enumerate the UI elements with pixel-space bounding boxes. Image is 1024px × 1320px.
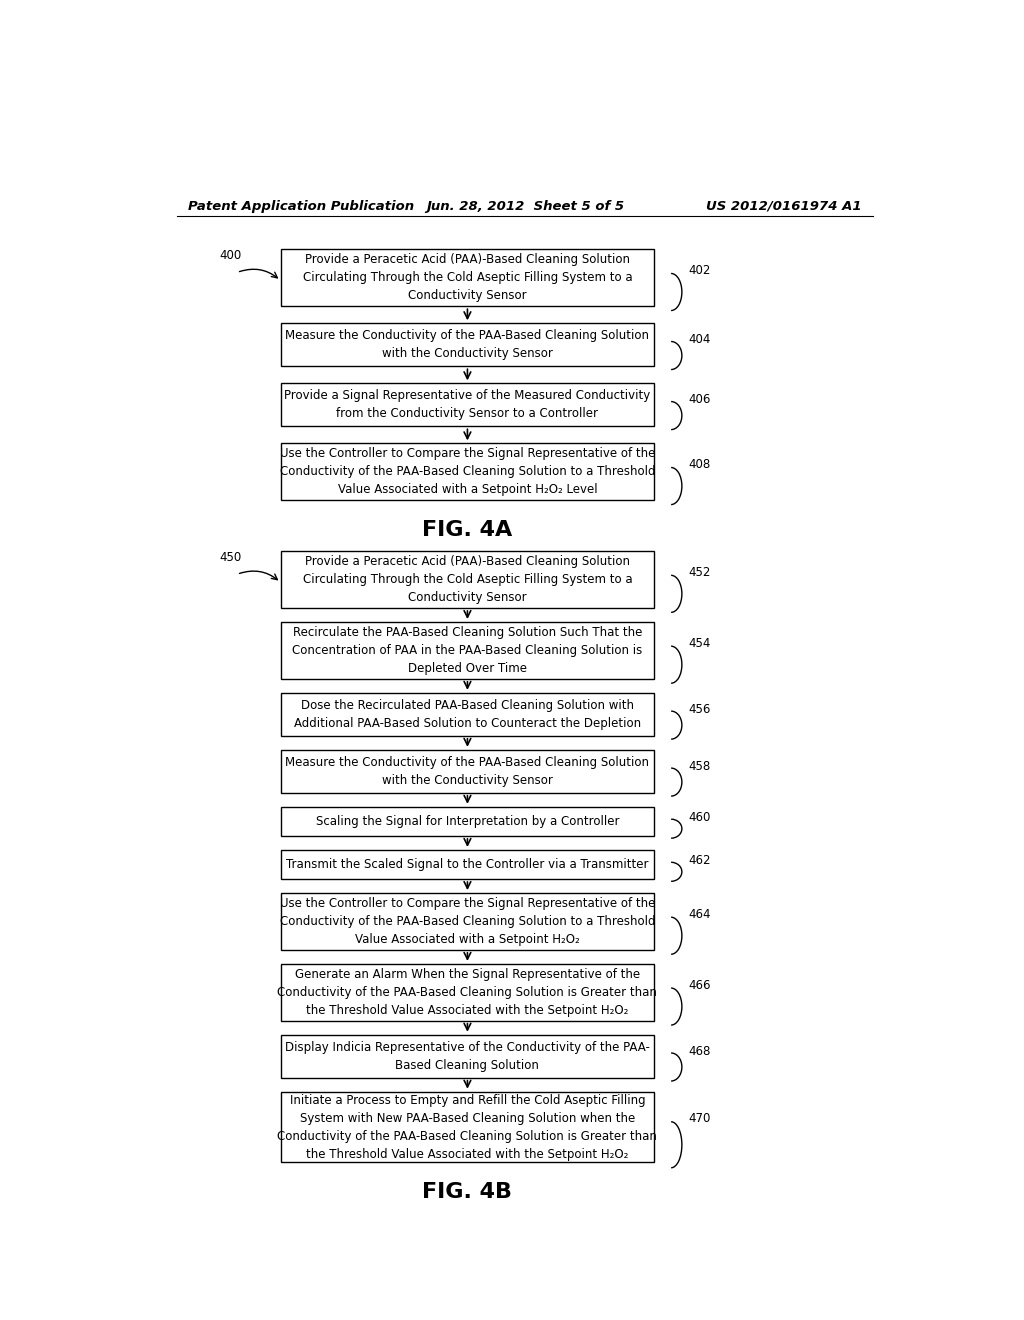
- Text: Initiate a Process to Empty and Refill the Cold Aseptic Filling
System with New : Initiate a Process to Empty and Refill t…: [278, 1093, 657, 1160]
- Text: Use the Controller to Compare the Signal Representative of the
Conductivity of t: Use the Controller to Compare the Signal…: [280, 447, 655, 496]
- Text: 470: 470: [688, 1111, 711, 1125]
- Text: Recirculate the PAA-Based Cleaning Solution Such That the
Concentration of PAA i: Recirculate the PAA-Based Cleaning Solut…: [292, 626, 643, 675]
- Bar: [281, 383, 654, 426]
- Text: 400: 400: [219, 249, 242, 263]
- Bar: [281, 892, 654, 950]
- Text: 454: 454: [688, 638, 711, 649]
- Text: Generate an Alarm When the Signal Representative of the
Conductivity of the PAA-: Generate an Alarm When the Signal Repres…: [278, 968, 657, 1016]
- Text: 464: 464: [688, 908, 711, 921]
- Text: 404: 404: [688, 333, 711, 346]
- Text: 460: 460: [688, 812, 711, 825]
- Bar: [281, 1092, 654, 1163]
- Text: Patent Application Publication: Patent Application Publication: [188, 199, 415, 213]
- Text: 450: 450: [219, 550, 242, 564]
- Bar: [281, 750, 654, 793]
- Text: Use the Controller to Compare the Signal Representative of the
Conductivity of t: Use the Controller to Compare the Signal…: [280, 898, 655, 946]
- Text: Display Indicia Representative of the Conductivity of the PAA-
Based Cleaning So: Display Indicia Representative of the Co…: [285, 1040, 650, 1072]
- Text: FIG. 4B: FIG. 4B: [423, 1181, 512, 1201]
- Text: FIG. 4A: FIG. 4A: [422, 520, 513, 540]
- Bar: [281, 807, 654, 836]
- Text: Transmit the Scaled Signal to the Controller via a Transmitter: Transmit the Scaled Signal to the Contro…: [286, 858, 648, 871]
- Bar: [281, 552, 654, 609]
- Text: Provide a Signal Representative of the Measured Conductivity
from the Conductivi: Provide a Signal Representative of the M…: [285, 389, 650, 420]
- Bar: [281, 964, 654, 1020]
- Bar: [281, 249, 654, 306]
- Bar: [281, 693, 654, 737]
- Bar: [281, 323, 654, 367]
- Text: Scaling the Signal for Interpretation by a Controller: Scaling the Signal for Interpretation by…: [315, 814, 620, 828]
- Text: Jun. 28, 2012  Sheet 5 of 5: Jun. 28, 2012 Sheet 5 of 5: [426, 199, 624, 213]
- Text: Measure the Conductivity of the PAA-Based Cleaning Solution
with the Conductivit: Measure the Conductivity of the PAA-Base…: [286, 756, 649, 787]
- Bar: [281, 850, 654, 879]
- Text: 406: 406: [688, 393, 711, 407]
- Text: Measure the Conductivity of the PAA-Based Cleaning Solution
with the Conductivit: Measure the Conductivity of the PAA-Base…: [286, 329, 649, 360]
- Text: 462: 462: [688, 854, 711, 867]
- Text: Provide a Peracetic Acid (PAA)-Based Cleaning Solution
Circulating Through the C: Provide a Peracetic Acid (PAA)-Based Cle…: [303, 253, 632, 302]
- Bar: [281, 622, 654, 678]
- Text: Provide a Peracetic Acid (PAA)-Based Cleaning Solution
Circulating Through the C: Provide a Peracetic Acid (PAA)-Based Cle…: [303, 556, 632, 605]
- Text: 452: 452: [688, 566, 711, 579]
- Text: US 2012/0161974 A1: US 2012/0161974 A1: [707, 199, 862, 213]
- Text: 456: 456: [688, 702, 711, 715]
- Text: 466: 466: [688, 979, 711, 991]
- Text: 468: 468: [688, 1044, 711, 1057]
- Text: 458: 458: [688, 759, 711, 772]
- Text: Dose the Recirculated PAA-Based Cleaning Solution with
Additional PAA-Based Solu: Dose the Recirculated PAA-Based Cleaning…: [294, 698, 641, 730]
- Text: 402: 402: [688, 264, 711, 277]
- Bar: [281, 1035, 654, 1077]
- Text: 408: 408: [688, 458, 711, 471]
- Bar: [281, 444, 654, 500]
